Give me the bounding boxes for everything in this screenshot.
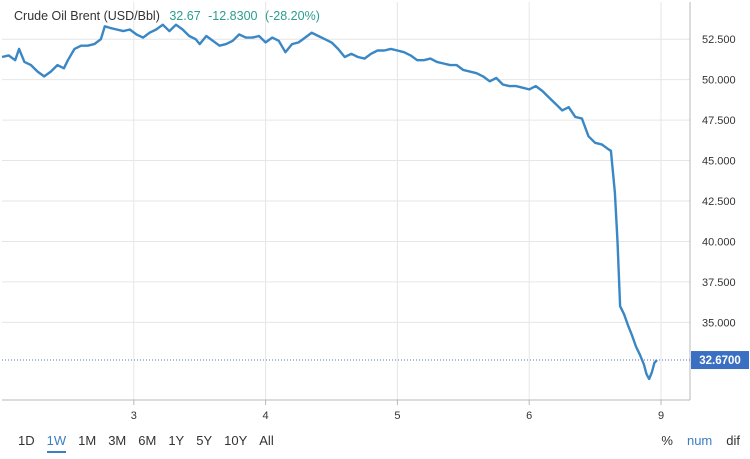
range-option-5y[interactable]: 5Y bbox=[196, 433, 213, 448]
instrument-name: Crude Oil Brent (USD/Bbl) bbox=[14, 9, 160, 23]
tick-labels: 35.000 37.500 40.000 42.500 45.000 47.500 50.0… bbox=[131, 34, 736, 422]
series-line-0 bbox=[1, 23, 658, 381]
x-tick-label: 5 bbox=[394, 410, 400, 422]
y-tick-label: 52.500 bbox=[702, 34, 736, 46]
grid-lines bbox=[2, 2, 690, 400]
x-tick-label: 3 bbox=[131, 410, 137, 422]
range-option-10y[interactable]: 10Y bbox=[224, 433, 248, 448]
range-option-1y[interactable]: 1Y bbox=[168, 433, 185, 448]
range-option-3m[interactable]: 3M bbox=[108, 433, 127, 448]
mode-option-dif[interactable]: dif bbox=[726, 433, 740, 448]
range-option-1d[interactable]: 1D bbox=[18, 433, 35, 448]
y-tick-label: 37.500 bbox=[702, 277, 736, 289]
last-value-badge bbox=[691, 351, 749, 370]
range-option-all[interactable]: All bbox=[259, 433, 274, 448]
y-tick-label: 47.500 bbox=[702, 115, 736, 127]
y-tick-label: 45.000 bbox=[702, 156, 736, 168]
x-tick-label: 6 bbox=[526, 410, 532, 422]
display-mode-selector: % num dif bbox=[647, 433, 740, 448]
range-option-1m[interactable]: 1M bbox=[78, 433, 97, 448]
y-tick-label: 42.500 bbox=[702, 196, 736, 208]
series-layer: 32.6700 bbox=[1, 23, 749, 381]
chart-header: Crude Oil Brent (USD/Bbl) 32.67 -12.8300… bbox=[14, 9, 320, 23]
y-tick-label: 50.000 bbox=[702, 75, 736, 87]
axes bbox=[2, 2, 691, 405]
range-selector: 1D 1W 1M 3M 6M 1Y 5Y 10Y All bbox=[18, 433, 286, 453]
mode-option-num[interactable]: num bbox=[686, 433, 713, 448]
range-option-1w[interactable]: 1W bbox=[46, 433, 67, 453]
price-change: -12.8300 bbox=[208, 9, 258, 23]
range-option-6m[interactable]: 6M bbox=[138, 433, 157, 448]
price-change-percent: (-28.20%) bbox=[264, 9, 320, 23]
mode-option-percent[interactable]: % bbox=[661, 433, 673, 448]
x-tick-label: 4 bbox=[263, 410, 269, 422]
last-value-label: 32.6700 bbox=[699, 355, 741, 367]
y-tick-label: 35.000 bbox=[702, 317, 736, 329]
y-tick-label: 40.000 bbox=[702, 236, 736, 248]
last-price: 32.67 bbox=[169, 9, 201, 23]
x-tick-label: 9 bbox=[658, 410, 664, 422]
